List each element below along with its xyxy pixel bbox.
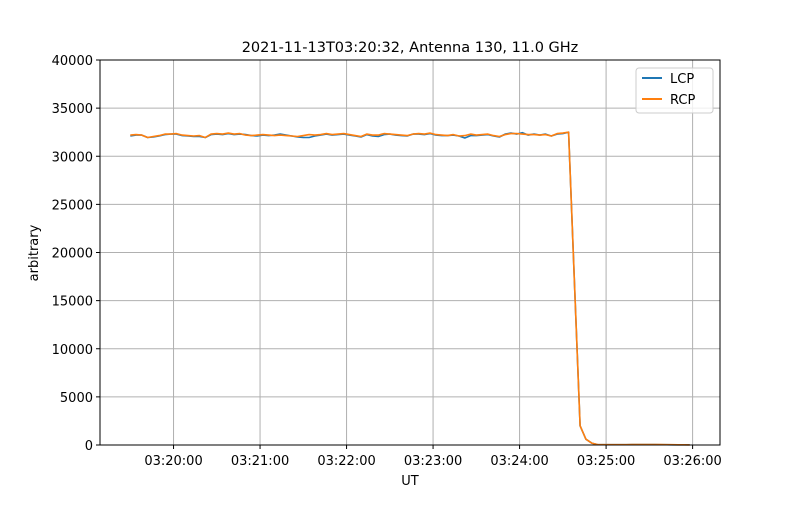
legend: LCP RCP (635, 67, 714, 114)
x-tick-label: 03:20:00 (144, 454, 202, 469)
x-tick-label: 03:26:00 (663, 454, 721, 469)
legend-box (635, 67, 714, 114)
series-line-rcp (130, 131, 690, 446)
y-tick-label: 0 (85, 439, 93, 454)
x-axis-label: UT (401, 474, 419, 489)
x-tick-label: 03:22:00 (317, 454, 375, 469)
y-tick-label: 20000 (52, 247, 93, 262)
y-tick-label: 15000 (52, 295, 93, 310)
y-tick-label: 10000 (52, 343, 93, 358)
y-tick-label: 5000 (60, 391, 93, 406)
y-tick-label: 40000 (52, 54, 93, 69)
legend-label-lcp: LCP (670, 72, 694, 87)
ticks: 03:20:00 03:21:00 03:22:00 03:23:00 03:24:00… (52, 54, 722, 469)
series-lines (130, 131, 690, 446)
x-tick-label: 03:23:00 (404, 454, 462, 469)
chart-title: 2021-11-13T03:20:32, Antenna 130, 11.0 G… (242, 40, 579, 56)
y-axis-label: arbitrary (27, 224, 42, 281)
legend-label-rcp: RCP (670, 93, 695, 108)
x-tick-label: 03:25:00 (577, 454, 635, 469)
y-tick-label: 25000 (52, 198, 93, 213)
x-tick-label: 03:21:00 (231, 454, 289, 469)
y-tick-label: 30000 (52, 150, 93, 165)
x-tick-label: 03:24:00 (490, 454, 548, 469)
y-tick-label: 35000 (52, 102, 93, 117)
